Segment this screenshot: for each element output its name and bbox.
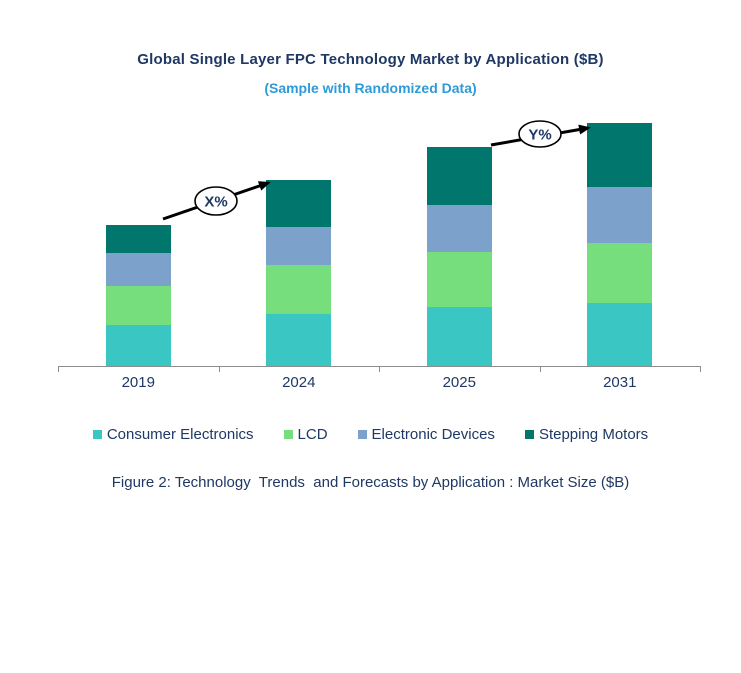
bar-segment <box>426 252 492 307</box>
figure-caption: Figure 2: Technology Trends and Forecast… <box>111 474 630 491</box>
legend: Consumer Electronics LCD Electronic Device… <box>0 426 741 443</box>
bar-segment <box>105 325 171 367</box>
growth-bubble <box>518 120 562 148</box>
x-axis-line <box>58 366 701 367</box>
plot-area: 2019 2024 2025 2031 X% Y% <box>58 120 701 391</box>
growth-annotation: Y% <box>490 120 591 148</box>
legend-item: Stepping Motors <box>524 426 649 443</box>
x-axis-label: 2031 <box>603 374 637 391</box>
x-axis-tick <box>379 367 380 372</box>
bar-segment <box>587 243 653 303</box>
bar-segment <box>587 123 653 187</box>
x-axis-tick <box>58 367 59 372</box>
x-axis-label: 2024 <box>282 374 316 391</box>
growth-label: X% <box>204 194 227 211</box>
bar-segment <box>105 286 171 325</box>
growth-arrow <box>490 124 591 147</box>
x-axis-tick <box>700 367 701 372</box>
x-axis-tick <box>539 367 541 372</box>
x-axis-label: 2019 <box>121 374 155 391</box>
bar-segment <box>266 314 332 367</box>
growth-label: Y% <box>528 127 551 144</box>
legend-swatch-icon <box>92 430 102 439</box>
legend-swatch-icon <box>357 430 367 439</box>
legend-label: Electronic Devices <box>371 426 495 443</box>
chart-subtitle: (Sample with Randomized Data) <box>264 80 477 96</box>
bar-segment <box>266 265 332 314</box>
growth-bubble <box>194 186 238 216</box>
bar-segment <box>105 225 171 253</box>
legend-label: Consumer Electronics <box>106 426 254 443</box>
bar-segment <box>587 303 653 367</box>
legend-label: Stepping Motors <box>538 426 649 443</box>
bar-segment <box>426 147 492 205</box>
bar-segment <box>105 253 171 286</box>
legend-item: Electronic Devices <box>357 426 495 443</box>
bar-segment <box>426 205 492 252</box>
x-axis-label: 2025 <box>442 374 476 391</box>
bar-segment <box>266 227 332 265</box>
legend-item: Consumer Electronics <box>92 426 254 443</box>
bar-segment <box>587 187 653 243</box>
legend-item: LCD <box>283 426 328 443</box>
x-axis-tick <box>218 367 220 372</box>
chart-title: Global Single Layer FPC Technology Marke… <box>137 51 604 68</box>
legend-swatch-icon <box>524 430 534 439</box>
bar-segment <box>426 307 492 367</box>
growth-annotation: X% <box>162 181 271 221</box>
legend-swatch-icon <box>283 430 293 439</box>
bar-segment <box>266 180 332 227</box>
legend-label: LCD <box>297 426 328 443</box>
growth-arrow <box>162 181 271 221</box>
